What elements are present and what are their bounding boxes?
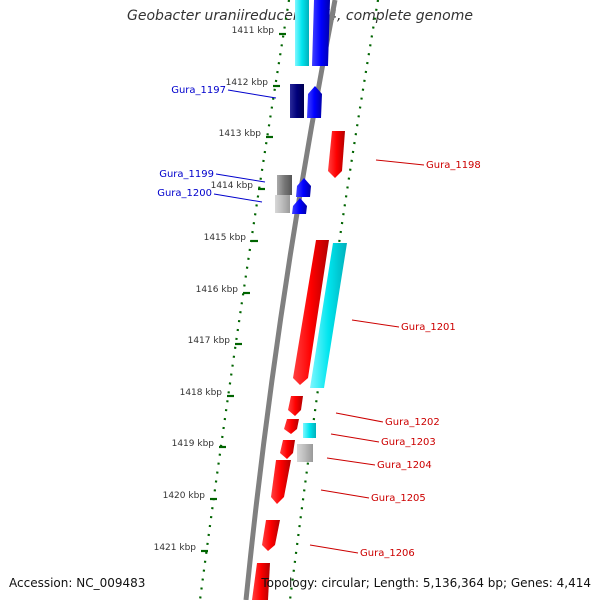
feature-blue-top [312, 0, 330, 66]
gene-leader-line [335, 412, 384, 423]
feature-red-1198 [328, 131, 345, 178]
gene-label-left[interactable]: Gura_1200 [157, 188, 212, 199]
right-gene-label-group: Gura_1198 Gura_1201 Gura_1202 Gura_1203 Gura… [309, 159, 481, 559]
feature-red-1204a [280, 440, 295, 459]
feature-red-1203a [284, 419, 299, 434]
feature-red-1205 [271, 460, 291, 504]
tick-label: 1421 kbp [154, 543, 197, 553]
gene-label-right[interactable]: Gura_1202 [385, 417, 440, 428]
gene-leader-line [320, 489, 370, 499]
feature-red-1201 [293, 240, 329, 385]
gene-leader-line [326, 457, 376, 466]
feature-cyan-1203 [303, 423, 316, 438]
gene-leader-line [351, 319, 400, 328]
tick-label: 1417 kbp [188, 336, 231, 346]
feature-blue-1199 [296, 178, 311, 197]
feature-blue-1197 [307, 86, 322, 118]
gene-label-left[interactable]: Gura_1199 [159, 169, 214, 180]
tick-label: 1411 kbp [232, 26, 275, 36]
tick-label: 1415 kbp [204, 233, 247, 243]
tick-label-group: 1411 kbp 1412 kbp 1413 kbp 1414 kbp 1415 kbp… [154, 26, 275, 553]
tick-dash-group [201, 32, 286, 553]
tick-label: 1420 kbp [163, 491, 206, 501]
gene-label-left[interactable]: Gura_1197 [171, 85, 226, 96]
tick-label: 1414 kbp [211, 181, 254, 191]
feature-grey-1199 [277, 175, 292, 195]
tick-label: 1419 kbp [172, 439, 215, 449]
tick-label: 1413 kbp [219, 129, 262, 139]
feature-navy-1197 [290, 84, 304, 118]
accession-text: Accession: NC_009483 [9, 576, 146, 590]
gene-label-right[interactable]: Gura_1198 [426, 160, 481, 171]
feature-blue-1200 [292, 198, 307, 214]
tick-label: 1416 kbp [196, 285, 239, 295]
reverse-strand-features [275, 0, 330, 214]
feature-lightgrey-1200 [275, 195, 290, 213]
gene-leader-line [375, 159, 425, 166]
summary-text: Topology: circular; Length: 5,136,364 bp… [261, 576, 591, 590]
tick-label: 1418 kbp [180, 388, 223, 398]
gene-label-right[interactable]: Gura_1206 [360, 548, 415, 559]
gene-leader-line [309, 544, 359, 554]
gene-leader-line [227, 89, 277, 99]
feature-red-1202 [288, 396, 303, 416]
feature-red-bottom [252, 563, 270, 600]
gene-label-right[interactable]: Gura_1204 [377, 460, 432, 471]
gene-label-right[interactable]: Gura_1205 [371, 493, 426, 504]
feature-grey-1204 [297, 444, 313, 462]
gene-label-right[interactable]: Gura_1201 [401, 322, 456, 333]
left-gene-label-group: Gura_1197 Gura_1199 Gura_1200 [157, 85, 277, 203]
gene-leader-line [213, 193, 263, 203]
gene-label-right[interactable]: Gura_1203 [381, 437, 436, 448]
tick-label: 1412 kbp [226, 78, 269, 88]
forward-strand-features [252, 131, 347, 600]
feature-cyan-top [295, 0, 309, 66]
feature-cyan-1201 [310, 243, 347, 388]
feature-red-1206 [262, 520, 280, 551]
backbone-line [243, 0, 338, 600]
gene-leader-line [215, 173, 266, 183]
outer-dot-track-left [198, 0, 291, 600]
gene-leader-line [330, 433, 380, 443]
